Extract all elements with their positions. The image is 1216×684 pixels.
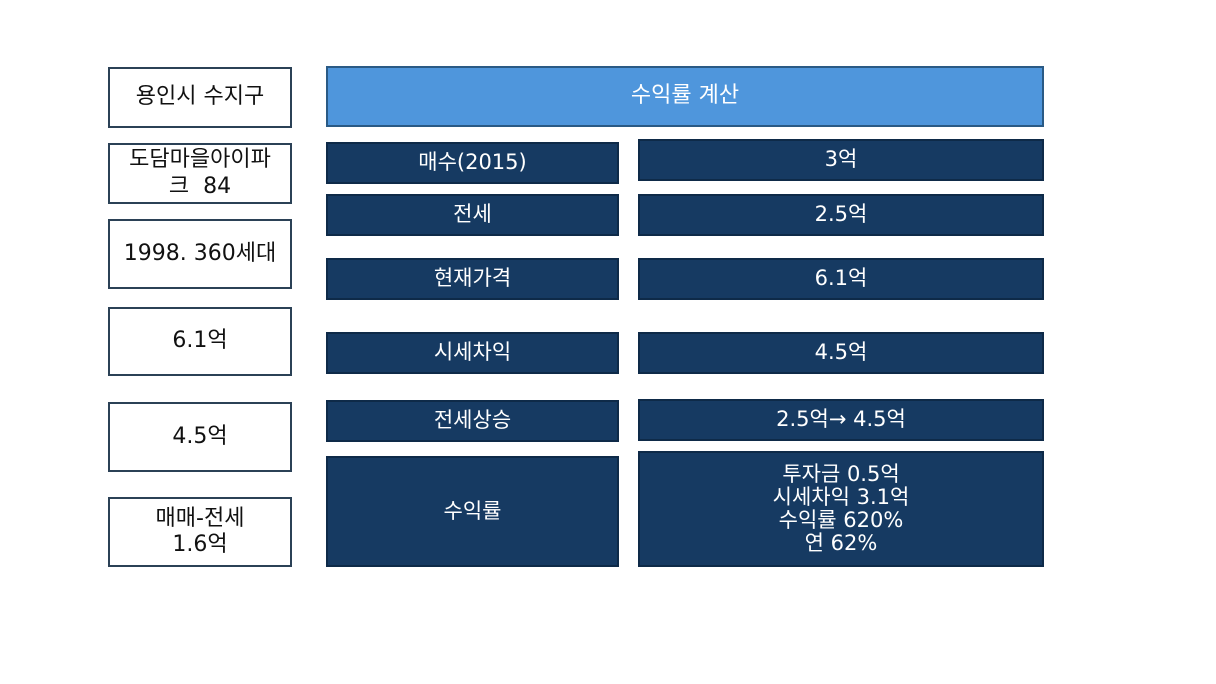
- value-jeonse: 2.5억: [638, 194, 1044, 236]
- value-current-price-text: 6.1억: [814, 266, 868, 291]
- value-gain-text: 시세차익 3.1억: [772, 484, 910, 509]
- label-capital-gain-text: 시세차익: [433, 340, 512, 365]
- built-year-text: 1998. 360세대: [123, 240, 277, 266]
- value-investment-text: 투자금 0.5억: [782, 461, 900, 486]
- label-jeonse-rise: 전세상승: [326, 400, 619, 442]
- value-purchase-text: 3억: [824, 147, 858, 172]
- value-capital-gain-text: 4.5억: [814, 340, 868, 365]
- location-text: 용인시 수지구: [135, 84, 265, 110]
- calc-header: 수익률 계산: [326, 66, 1044, 127]
- current-price-box: 6.1억: [108, 307, 292, 376]
- value-return-pct-text: 수익률 620%: [778, 508, 904, 532]
- jeonse-price-box: 4.5억: [108, 402, 292, 472]
- built-year-box: 1998. 360세대: [108, 219, 292, 289]
- jeonse-price-text: 4.5억: [172, 423, 228, 449]
- value-purchase: 3억: [638, 139, 1044, 181]
- label-jeonse-text: 전세: [453, 202, 492, 227]
- value-annual-text: 연 62%: [804, 531, 878, 556]
- calc-header-text: 수익률 계산: [630, 83, 740, 109]
- label-capital-gain: 시세차익: [326, 332, 619, 374]
- label-current-price: 현재가격: [326, 258, 619, 300]
- location-box: 용인시 수지구: [108, 67, 292, 128]
- apartment-name-box: 도담마을아이파 크 84: [108, 143, 292, 204]
- apartment-name-line1: 도담마을아이파: [129, 147, 271, 173]
- label-return-rate: 수익률: [326, 456, 619, 567]
- gap-line1: 매매-전세: [155, 505, 245, 531]
- label-jeonse-rise-text: 전세상승: [433, 408, 512, 433]
- label-jeonse: 전세: [326, 194, 619, 236]
- apartment-name-line2: 크 84: [168, 173, 232, 199]
- gap-box: 매매-전세 1.6억: [108, 497, 292, 567]
- label-purchase-text: 매수(2015): [418, 150, 527, 175]
- value-capital-gain: 4.5억: [638, 332, 1044, 374]
- current-price-text: 6.1억: [172, 328, 228, 354]
- value-jeonse-rise: 2.5억→ 4.5억: [638, 399, 1044, 441]
- label-purchase: 매수(2015): [326, 142, 619, 184]
- label-return-rate-text: 수익률: [443, 498, 502, 523]
- label-current-price-text: 현재가격: [433, 266, 512, 291]
- value-current-price: 6.1억: [638, 258, 1044, 300]
- value-return-rate: 투자금 0.5억 시세차익 3.1억 수익률 620% 연 62%: [638, 451, 1044, 567]
- gap-line2: 1.6억: [172, 532, 228, 557]
- value-jeonse-rise-text: 2.5억→ 4.5억: [776, 407, 906, 432]
- value-jeonse-text: 2.5억: [814, 202, 868, 227]
